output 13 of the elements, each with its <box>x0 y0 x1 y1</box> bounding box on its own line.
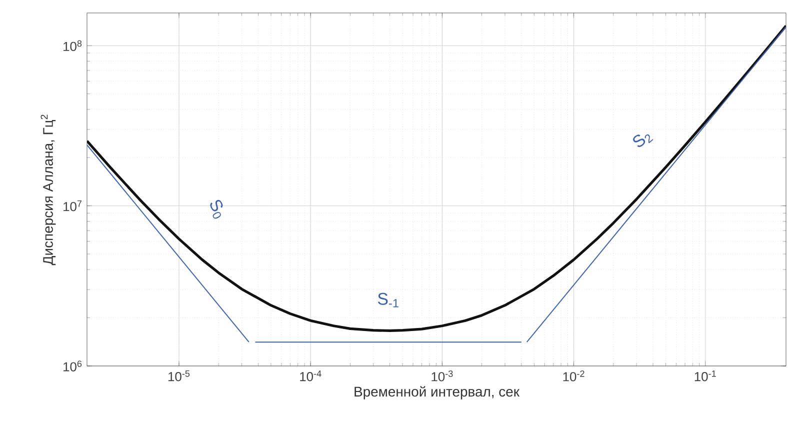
x-tick-label: 10$^{-1}$ <box>694 370 716 382</box>
text: S$_{2}$ <box>633 134 654 148</box>
y-axis-title: Дисперсия Аллана, Гц$^{2}$ <box>40 114 56 266</box>
text: S$_{-1}$ <box>378 292 398 308</box>
x-tick-label: 10$^{-4}$ <box>300 370 322 382</box>
x-tick-label: 10$^{-2}$ <box>563 370 584 382</box>
y-tick-label: 10$^{7}$ <box>64 200 82 212</box>
x-axis-title: Временной интервал, сек <box>354 386 520 400</box>
y-tick-label: 10$^{6}$ <box>64 360 82 372</box>
x-tick-label: 10$^{-3}$ <box>432 370 453 382</box>
x-tick-label: 10$^{-5}$ <box>168 370 190 382</box>
y-tick-label: 10$^{8}$ <box>64 40 82 52</box>
text: S$_{0}$ <box>210 200 223 219</box>
